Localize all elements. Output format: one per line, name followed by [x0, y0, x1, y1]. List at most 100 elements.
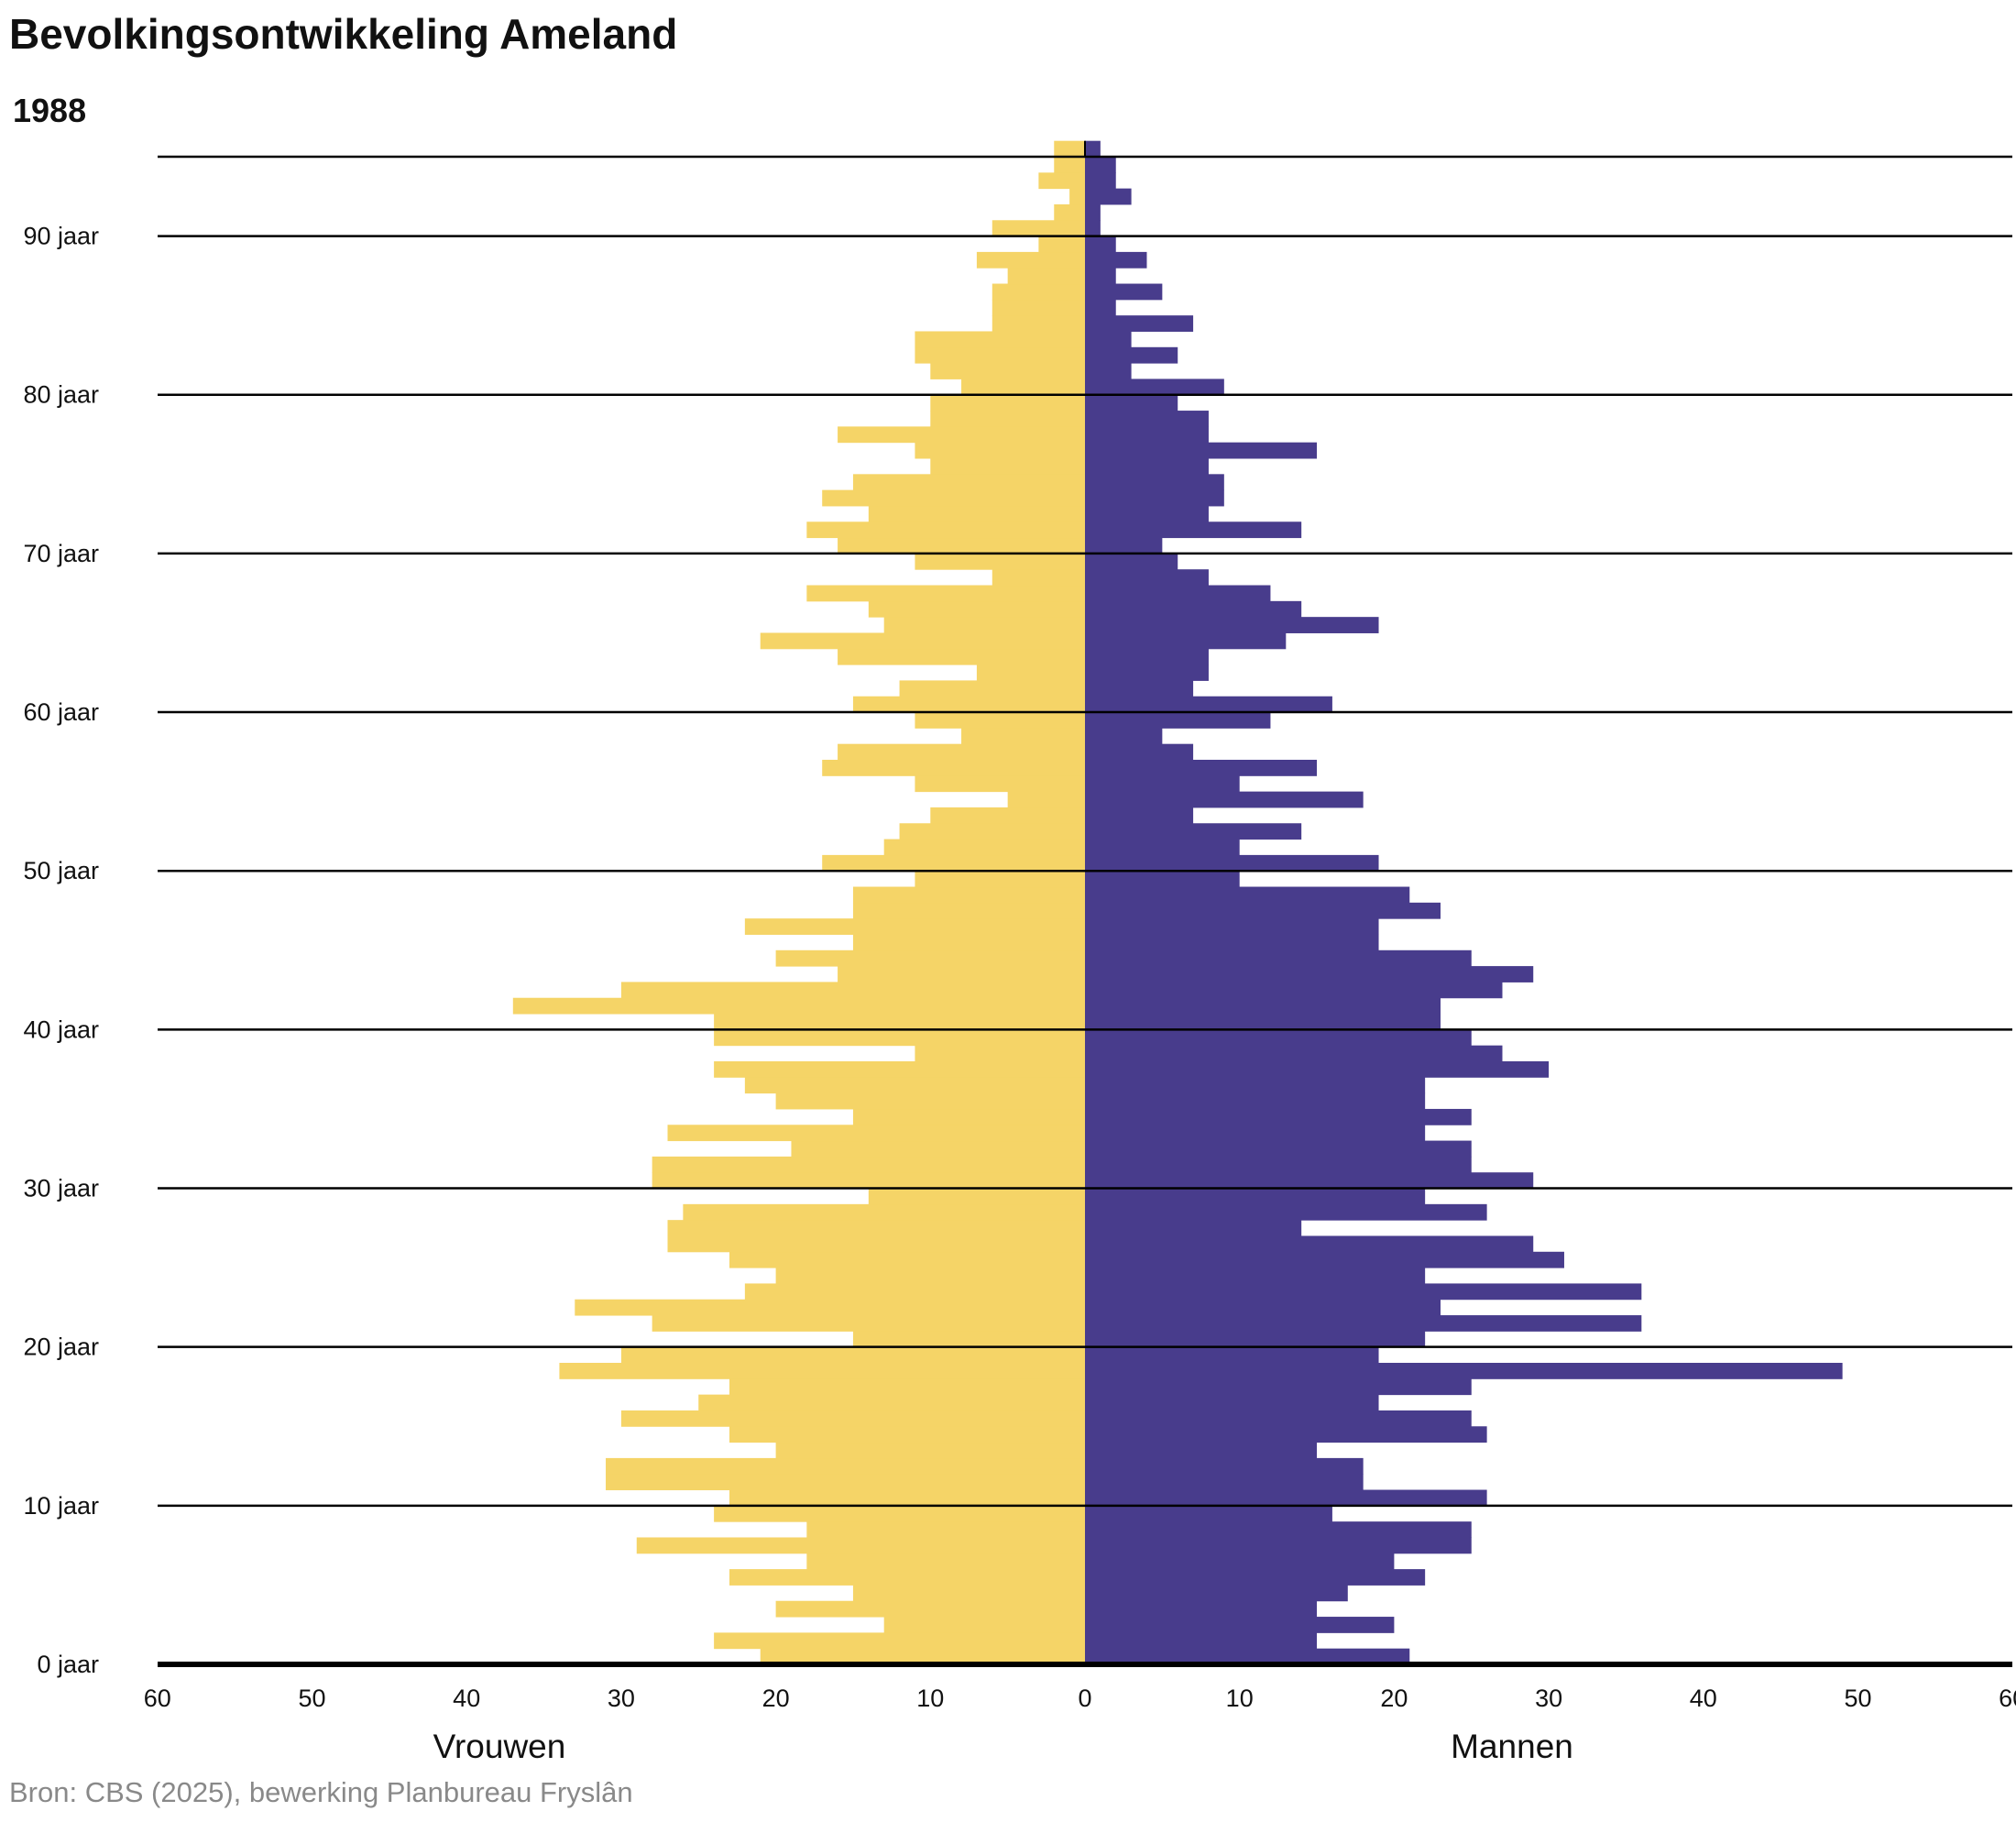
bar-vrouwen-age-67: [806, 585, 1085, 602]
age-tick-label-40: 40 jaar: [23, 1015, 99, 1043]
x-tick-label-9: 30: [1535, 1685, 1562, 1712]
bar-vrouwen-age-82: [915, 346, 1085, 364]
bar-vrouwen-age-39: [714, 1029, 1085, 1047]
bar-mannen-age-0: [1085, 1648, 1410, 1665]
bar-mannen-age-31: [1085, 1156, 1472, 1173]
bar-vrouwen-age-57: [838, 743, 1085, 761]
bar-vrouwen-age-4: [852, 1585, 1085, 1602]
bar-mannen-age-61: [1085, 680, 1194, 697]
bar-mannen-age-95: [1085, 140, 1101, 158]
bar-vrouwen-age-53: [930, 807, 1085, 824]
bar-vrouwen-age-23: [744, 1283, 1085, 1301]
bar-vrouwen-age-6: [806, 1553, 1085, 1570]
bar-vrouwen-age-71: [806, 521, 1085, 539]
bar-vrouwen-age-48: [852, 886, 1085, 904]
bar-mannen-age-27: [1085, 1220, 1302, 1236]
bar-vrouwen-age-89: [1038, 236, 1085, 253]
mannen-axis-title: Mannen: [1451, 1728, 1573, 1765]
bar-vrouwen-age-64: [760, 632, 1085, 650]
bar-mannen-age-50: [1085, 854, 1379, 872]
bar-vrouwen-age-35: [775, 1092, 1085, 1110]
bar-vrouwen-age-1: [714, 1632, 1085, 1650]
bar-mannen-age-2: [1085, 1617, 1395, 1633]
bar-mannen-age-7: [1085, 1537, 1472, 1554]
bar-mannen-age-42: [1085, 982, 1503, 999]
bar-mannen-age-72: [1085, 505, 1209, 522]
bar-vrouwen-age-47: [852, 902, 1085, 919]
bar-vrouwen-age-14: [729, 1426, 1085, 1443]
bar-vrouwen-age-50: [822, 854, 1085, 872]
bar-vrouwen-age-51: [883, 839, 1085, 856]
bar-mannen-age-76: [1085, 442, 1318, 459]
bar-mannen-age-45: [1085, 934, 1379, 951]
bar-vrouwen-age-88: [976, 251, 1085, 269]
bar-mannen-age-10: [1085, 1489, 1487, 1507]
x-tick-label-12: 60: [1999, 1685, 2016, 1712]
bar-vrouwen-age-52: [899, 823, 1085, 840]
bar-vrouwen-age-29: [868, 1188, 1085, 1205]
bar-mannen-age-52: [1085, 823, 1302, 840]
bar-vrouwen-age-34: [852, 1108, 1085, 1125]
source-credit: Bron: CBS (2025), bewerking Planbureau F…: [9, 1776, 633, 1808]
age-tick-label-30: 30 jaar: [23, 1175, 99, 1202]
bar-mannen-age-33: [1085, 1125, 1426, 1142]
bar-mannen-age-85: [1085, 299, 1116, 316]
bar-mannen-age-41: [1085, 997, 1441, 1015]
x-tick-label-11: 50: [1844, 1685, 1871, 1712]
bar-vrouwen-age-42: [620, 982, 1085, 999]
bar-vrouwen-age-61: [899, 680, 1085, 697]
bar-mannen-age-67: [1085, 585, 1271, 602]
bar-mannen-age-71: [1085, 521, 1302, 539]
bar-mannen-age-68: [1085, 569, 1209, 587]
bar-vrouwen-age-75: [930, 458, 1085, 475]
bar-vrouwen-age-81: [930, 363, 1085, 379]
bar-vrouwen-age-3: [775, 1600, 1085, 1618]
bar-vrouwen-age-28: [683, 1203, 1085, 1221]
x-tick-label-3: 30: [608, 1685, 635, 1712]
bar-vrouwen-age-22: [575, 1299, 1085, 1316]
bar-mannen-age-29: [1085, 1188, 1426, 1205]
bar-vrouwen-age-76: [915, 442, 1085, 459]
bar-vrouwen-age-7: [636, 1537, 1085, 1554]
bar-mannen-age-66: [1085, 600, 1302, 618]
bar-mannen-age-89: [1085, 236, 1116, 253]
bar-vrouwen-age-12: [606, 1457, 1085, 1475]
bar-mannen-age-1: [1085, 1632, 1318, 1650]
female-bars-group: [512, 140, 1085, 1665]
bar-vrouwen-age-37: [714, 1061, 1085, 1078]
bar-mannen-age-80: [1085, 379, 1224, 396]
bar-vrouwen-age-10: [729, 1489, 1085, 1507]
bar-vrouwen-age-68: [992, 569, 1085, 587]
bar-mannen-age-77: [1085, 426, 1209, 444]
bar-vrouwen-age-40: [714, 1014, 1085, 1030]
bar-mannen-age-57: [1085, 743, 1194, 761]
bar-mannen-age-65: [1085, 617, 1379, 633]
bar-mannen-age-59: [1085, 712, 1271, 729]
bar-vrouwen-age-84: [992, 315, 1085, 332]
bar-mannen-age-12: [1085, 1457, 1364, 1475]
bar-vrouwen-age-11: [606, 1474, 1085, 1491]
bar-mannen-age-84: [1085, 315, 1194, 332]
bar-vrouwen-age-16: [698, 1394, 1085, 1411]
bar-vrouwen-age-32: [791, 1140, 1085, 1158]
bar-mannen-age-70: [1085, 537, 1163, 554]
age-tick-label-0: 0 jaar: [37, 1651, 99, 1678]
age-axis-labels: 0 jaar 10 jaar 20 jaar 30 jaar 40 jaar 50 jaa…: [23, 223, 99, 1678]
bar-mannen-age-73: [1085, 489, 1224, 507]
bar-mannen-age-24: [1085, 1268, 1426, 1284]
bar-mannen-age-93: [1085, 172, 1116, 190]
bar-mannen-age-87: [1085, 268, 1116, 285]
bar-mannen-age-3: [1085, 1600, 1318, 1618]
bar-vrouwen-age-74: [852, 474, 1085, 491]
bar-mannen-age-78: [1085, 411, 1209, 427]
bar-vrouwen-age-93: [1038, 172, 1085, 190]
bar-vrouwen-age-58: [961, 728, 1085, 745]
x-tick-label-6: 0: [1078, 1685, 1091, 1712]
bar-mannen-age-14: [1085, 1426, 1487, 1443]
bar-vrouwen-age-45: [852, 934, 1085, 951]
bar-mannen-age-5: [1085, 1569, 1426, 1586]
bar-vrouwen-age-59: [915, 712, 1085, 729]
bar-mannen-age-18: [1085, 1363, 1843, 1379]
